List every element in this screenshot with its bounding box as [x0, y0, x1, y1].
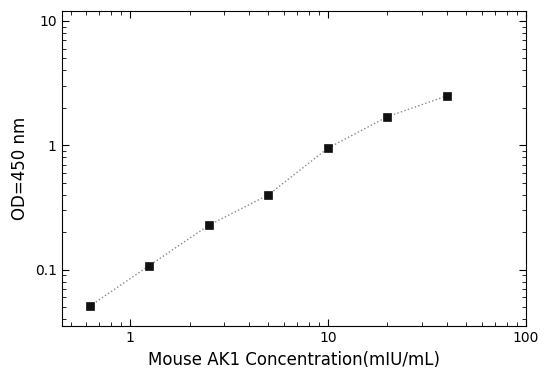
X-axis label: Mouse AK1 Concentration(mIU/mL): Mouse AK1 Concentration(mIU/mL) [147, 351, 439, 369]
Y-axis label: OD=450 nm: OD=450 nm [11, 117, 29, 220]
